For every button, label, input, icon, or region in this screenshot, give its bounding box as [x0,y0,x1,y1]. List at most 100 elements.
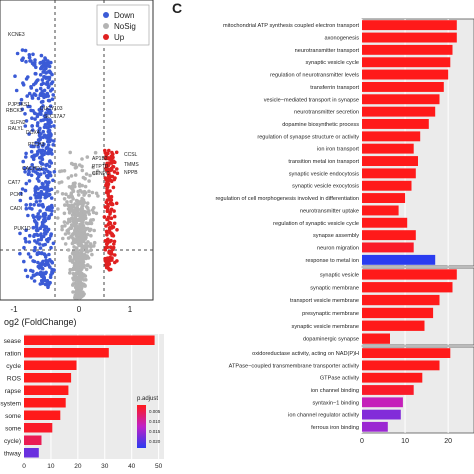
up-point [106,167,111,171]
nosig-point [60,227,64,232]
down-point [27,240,32,244]
down-point [47,64,52,69]
down-point [34,200,39,204]
nosig-point [80,249,84,253]
down-point [46,134,50,138]
nosig-point [82,230,86,234]
nosig-point [72,238,76,242]
down-point [39,270,43,275]
down-point [43,218,48,223]
down-point [32,233,37,237]
down-point [26,104,30,109]
nosig-point [70,258,75,263]
nosig-point [84,249,88,254]
nosig-point [62,197,67,201]
down-point [19,191,23,196]
nosig-point [76,193,81,197]
go-term-label: synapse assembly [313,233,359,239]
down-point [39,112,43,116]
nosig-point [79,199,83,204]
colorbar-tick: 0.010 [149,419,161,424]
volcano-gene-label: CADI [10,206,22,212]
nosig-point [73,184,77,189]
nosig-point [74,220,79,224]
legend-nosig-label: NoSig [114,22,136,31]
nosig-point [90,190,95,195]
nosig-point [85,232,90,237]
down-point [23,236,28,241]
up-point [113,160,117,165]
down-point [22,245,26,250]
bl-bar [24,335,155,345]
down-point [48,124,53,129]
bl-category-label: sease [4,338,22,345]
down-point [47,252,51,257]
down-point [18,231,22,236]
nosig-point [76,240,81,244]
down-point [13,74,17,78]
go-bar [362,421,388,432]
go-bar [362,333,390,344]
down-point [27,170,31,175]
down-point [41,144,45,148]
go-term-label: ion channel regulator activity [288,413,359,419]
down-point [47,180,51,184]
down-point [50,87,55,91]
volcano-gene-label: AP1B2 [92,156,108,162]
nosig-point [87,189,91,194]
go-term-label: dopamine biosynthetic process [282,122,359,128]
bl-category-label: cycle) [4,438,21,445]
down-point [44,146,49,150]
go-term-label: dopaminergic synapse [303,337,359,343]
nosig-point [55,190,60,194]
go-term-label: mitochondrial ATP synthesis coupled elec… [223,23,359,29]
down-point [51,143,55,147]
down-point [20,48,25,52]
down-point [31,169,35,173]
down-point [43,117,48,121]
down-point [27,132,31,136]
volcano-gene-label: DOX4 [26,130,40,136]
down-point [42,228,47,232]
down-point [14,88,19,93]
down-point [48,265,52,269]
go-bar [362,254,436,265]
go-bar [362,20,457,31]
down-point [52,139,56,143]
bl-xtick: 0 [22,463,26,470]
nosig-point [79,265,83,270]
down-point [22,166,27,171]
down-point [39,264,43,268]
up-point [106,182,110,187]
down-point [29,268,33,273]
down-point [40,154,44,158]
nosig-point [82,193,86,197]
nosig-point [75,246,79,250]
go-term-label: neurotransmitter uptake [300,208,359,214]
go-term-label: regulation of synapse structure or activ… [257,134,359,140]
nosig-point [73,173,78,177]
nosig-point [66,203,70,207]
down-point [31,259,35,263]
up-point [112,239,117,244]
up-point [112,214,117,219]
down-point [33,111,37,116]
down-point [20,187,25,191]
go-bar [362,282,453,293]
go-term-label: response to metal ion [306,258,359,264]
down-point [47,98,52,103]
nosig-point [85,201,90,205]
nosig-point [80,157,84,161]
down-point [47,77,51,82]
bl-x-ticks: 0 10 20 30 40 50 [22,463,162,470]
go-term-label: synaptic vesicle cycle [306,60,359,66]
nosig-point [84,254,89,258]
down-point [46,129,51,134]
down-point [24,239,28,244]
down-point [22,259,26,264]
nosig-point [88,265,93,269]
up-point [114,201,119,206]
nosig-point [83,176,87,181]
nosig-point [63,203,67,207]
down-point [32,153,36,158]
